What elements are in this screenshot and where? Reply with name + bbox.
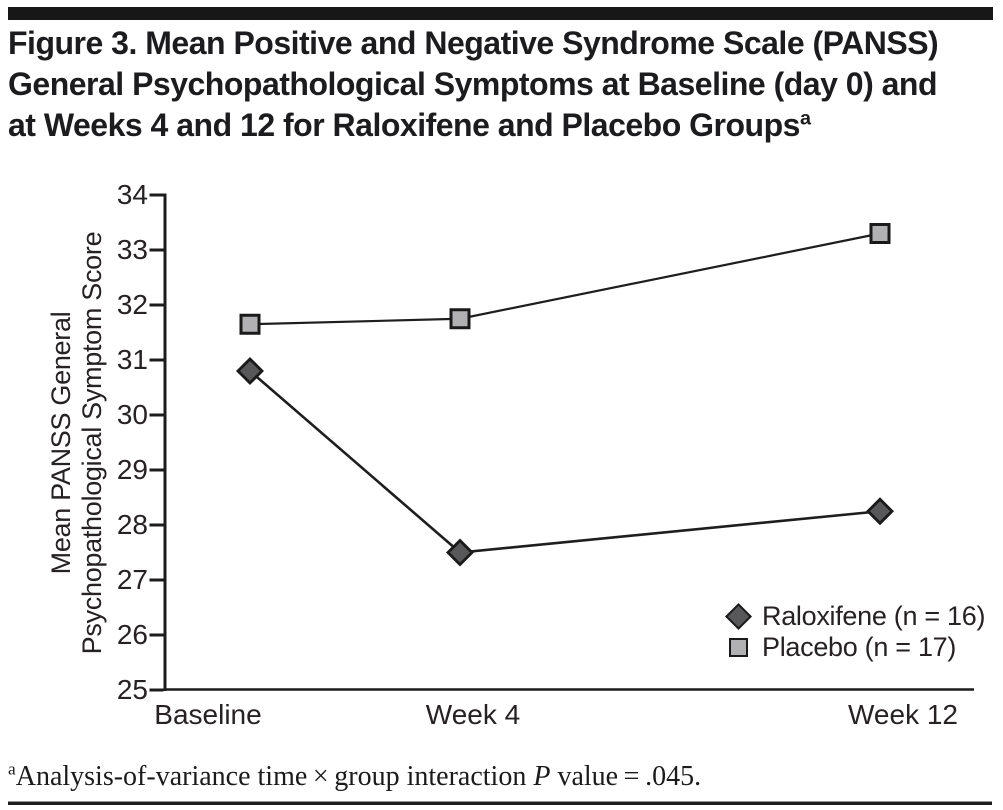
placebo-legend-marker-icon <box>728 638 748 657</box>
y-axis-title: Mean PANSS General Psychopathological Sy… <box>46 192 110 694</box>
footnote-p-symbol: P <box>533 761 551 792</box>
figure-title-line-2: General Psychopathological Symptoms at B… <box>8 66 938 102</box>
y-tick-label: 28 <box>116 509 148 540</box>
x-tick-label: Week 4 <box>425 699 521 730</box>
raloxifene-marker <box>235 356 265 386</box>
raloxifene-marker <box>865 497 895 526</box>
bottom-rule-bar <box>8 801 992 805</box>
placebo-line <box>249 232 881 326</box>
figure-title-line-1: Figure 3. Mean Positive and Negative Syn… <box>8 25 939 61</box>
footnote-text-before: Analysis-of-variance time × group intera… <box>15 761 534 792</box>
y-tick-label: 26 <box>116 619 148 650</box>
y-axis-title-line-2: Psychopathological Symptom Score <box>77 231 107 655</box>
placebo-marker <box>239 313 261 335</box>
y-tick-label: 27 <box>116 564 148 595</box>
x-tick-label: Week 12 <box>848 699 958 730</box>
placebo-marker <box>869 223 891 244</box>
placebo-marker <box>449 308 471 330</box>
y-tick-label: 30 <box>116 399 148 430</box>
chart-legend: Raloxifene (n = 16) Placebo (n = 17) <box>718 601 985 663</box>
raloxifene-marker <box>445 538 475 567</box>
y-tick-label: 29 <box>116 454 148 485</box>
top-rule-bar <box>8 7 993 20</box>
y-tick-label: 33 <box>116 234 148 265</box>
legend-label: Placebo (n = 17) <box>762 632 957 662</box>
y-axis-title-line-1: Mean PANSS General <box>46 311 76 575</box>
figure-title: Figure 3. Mean Positive and Negative Syn… <box>8 23 1000 146</box>
y-tick-label: 34 <box>116 179 148 210</box>
legend-row: Raloxifene (n = 16) <box>718 601 985 632</box>
figure-title-line-3-text: at Weeks 4 and 12 for Raloxifene and Pla… <box>8 107 800 143</box>
legend-row: Placebo (n = 17) <box>718 632 985 663</box>
raloxifene-legend-marker-icon <box>724 603 752 630</box>
x-tick-label: Baseline <box>154 699 262 730</box>
figure-title-line-3: at Weeks 4 and 12 for Raloxifene and Pla… <box>8 105 1000 146</box>
raloxifene-line <box>249 370 881 554</box>
figure-footnote: aAnalysis-of-variance time × group inter… <box>8 759 702 793</box>
legend-marker-cell <box>718 638 758 657</box>
y-tick-label: 31 <box>116 344 148 375</box>
y-tick-label: 32 <box>116 289 148 320</box>
footnote-marker: a <box>8 759 16 779</box>
y-tick-label: 25 <box>116 674 148 705</box>
figure-title-footnote-marker: a <box>799 107 811 130</box>
footnote-text-after: value = .045. <box>550 761 702 792</box>
legend-marker-cell <box>718 603 758 630</box>
legend-label: Raloxifene (n = 16) <box>762 601 986 631</box>
